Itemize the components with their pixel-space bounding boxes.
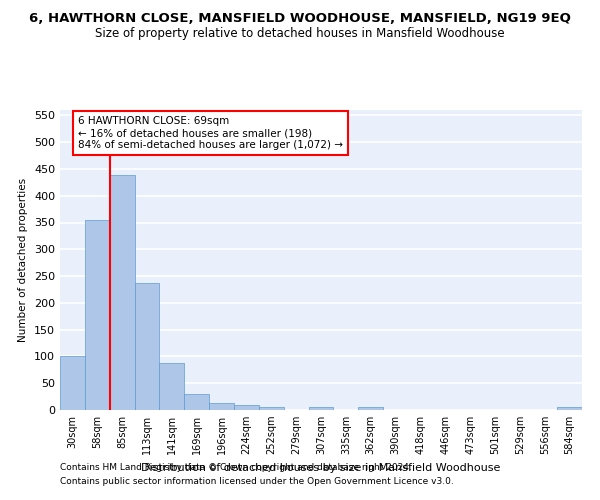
X-axis label: Distribution of detached houses by size in Mansfield Woodhouse: Distribution of detached houses by size … bbox=[142, 462, 500, 472]
Bar bbox=[234, 404, 259, 410]
Bar bbox=[209, 402, 234, 410]
Bar bbox=[85, 220, 110, 410]
Bar bbox=[110, 176, 134, 410]
Bar bbox=[160, 363, 184, 410]
Bar bbox=[308, 408, 334, 410]
Text: 6 HAWTHORN CLOSE: 69sqm
← 16% of detached houses are smaller (198)
84% of semi-d: 6 HAWTHORN CLOSE: 69sqm ← 16% of detache… bbox=[78, 116, 343, 150]
Text: Contains public sector information licensed under the Open Government Licence v3: Contains public sector information licen… bbox=[60, 477, 454, 486]
Bar bbox=[184, 394, 209, 410]
Bar bbox=[259, 407, 284, 410]
Bar bbox=[134, 282, 160, 410]
Text: Contains HM Land Registry data © Crown copyright and database right 2024.: Contains HM Land Registry data © Crown c… bbox=[60, 464, 412, 472]
Bar bbox=[358, 408, 383, 410]
Text: 6, HAWTHORN CLOSE, MANSFIELD WOODHOUSE, MANSFIELD, NG19 9EQ: 6, HAWTHORN CLOSE, MANSFIELD WOODHOUSE, … bbox=[29, 12, 571, 26]
Bar bbox=[557, 408, 582, 410]
Y-axis label: Number of detached properties: Number of detached properties bbox=[19, 178, 28, 342]
Bar bbox=[60, 356, 85, 410]
Text: Size of property relative to detached houses in Mansfield Woodhouse: Size of property relative to detached ho… bbox=[95, 28, 505, 40]
